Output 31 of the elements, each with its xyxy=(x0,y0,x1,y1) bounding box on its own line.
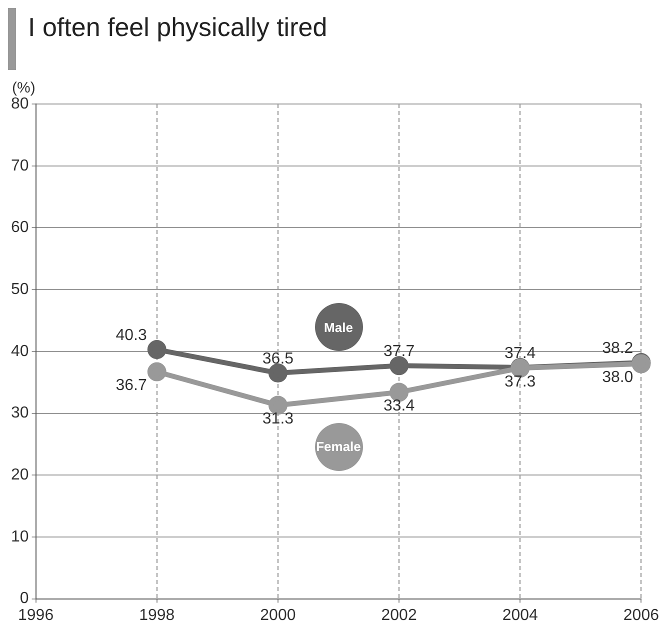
y-axis-title: (%) xyxy=(12,80,36,97)
data-label: 40.3 xyxy=(116,326,147,344)
x-tick-label: 1996 xyxy=(18,606,54,624)
x-tick-label: 2004 xyxy=(502,606,538,624)
data-label: 31.3 xyxy=(262,410,294,428)
y-tick-label: 30 xyxy=(11,404,29,422)
x-tick-label: 2002 xyxy=(381,606,417,624)
data-label: 38.2 xyxy=(602,340,634,357)
y-tick-label: 20 xyxy=(11,466,29,484)
y-tick-label: 70 xyxy=(11,157,29,174)
chart-title: I often feel physically tired xyxy=(28,12,328,43)
data-label: 37.3 xyxy=(504,374,536,391)
x-tick-label: 2006 xyxy=(623,606,660,624)
point xyxy=(390,356,409,376)
x-tick-label: 1998 xyxy=(139,606,175,624)
data-label: 33.4 xyxy=(383,398,415,415)
y-tick-label: 10 xyxy=(11,528,29,546)
point xyxy=(147,362,166,382)
data-label: 37.4 xyxy=(504,344,536,362)
data-label: 38.0 xyxy=(602,369,634,386)
y-tick-label: 0 xyxy=(20,590,29,608)
data-label: 37.7 xyxy=(383,343,415,360)
data-label: 36.7 xyxy=(116,377,147,394)
x-tick-label: 2000 xyxy=(260,606,296,624)
y-tick-label: 40 xyxy=(11,342,29,360)
point xyxy=(268,364,288,383)
point xyxy=(147,340,166,360)
y-tick-label: 50 xyxy=(11,280,29,298)
data-label: 36.5 xyxy=(262,350,294,368)
y-tick-label: 80 xyxy=(11,95,29,112)
y-tick-label: 60 xyxy=(11,219,29,236)
